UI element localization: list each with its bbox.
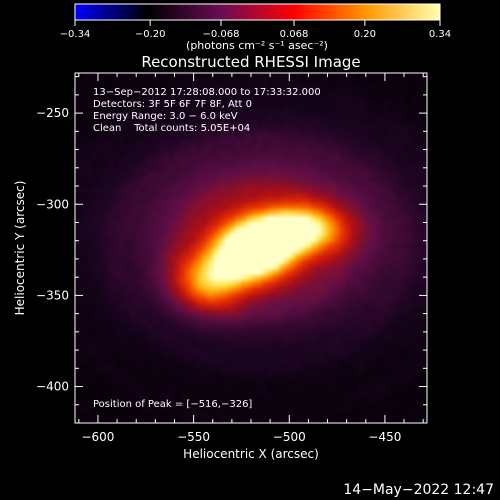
y-tick-label: −300 (36, 197, 69, 211)
colorbar-ticks: −0.34 −0.20 −0.068 0.068 0.20 0.34 (60, 20, 451, 40)
colorbar-tick-label: −0.20 (135, 29, 166, 40)
y-tick-label: −350 (36, 288, 69, 302)
chart-title: Reconstructed RHESSI Image (141, 53, 360, 71)
annotation-detectors: Detectors: 3F 5F 6F 7F 8F, Att 0 (93, 99, 252, 110)
y-tick-label: −400 (36, 380, 69, 394)
x-tick-label: −500 (273, 430, 306, 444)
colorbar-tick-label: 0.34 (429, 29, 451, 40)
y-tick-label: −250 (36, 106, 69, 120)
colorbar-tick-label: −0.34 (60, 29, 91, 40)
x-tick-label: −600 (81, 430, 114, 444)
annotation-time-range: 13−Sep−2012 17:28:08.000 to 17:33:32.000 (93, 87, 321, 98)
colorbar-tick-label: −0.068 (202, 29, 239, 40)
x-axis-label: Heliocentric X (arcsec) (183, 447, 319, 461)
colorbar: −0.34 −0.20 −0.068 0.068 0.20 0.34 (photons c… (60, 3, 451, 52)
annotation-energy-range: Energy Range: 3.0 − 6.0 keV (93, 111, 238, 122)
x-axis-ticks: −600 −550 −500 −450 (78, 73, 424, 444)
colorbar-tick-label: 0.20 (354, 29, 376, 40)
timestamp: 14−May−2022 12:47 (343, 482, 494, 498)
x-tick-label: −450 (368, 430, 401, 444)
peak-position-label: Position of Peak = [−516,−326] (93, 399, 252, 410)
x-tick-label: −550 (177, 430, 210, 444)
heatmap-raster (75, 73, 427, 423)
y-axis-ticks: −250 −300 −350 −400 (36, 76, 427, 406)
annotation-block: 13−Sep−2012 17:28:08.000 to 17:33:32.000… (93, 87, 321, 134)
annotation-total-counts: Clean Total counts: 5.05E+04 (93, 123, 250, 134)
y-axis-label: Heliocentric Y (arcsec) (13, 181, 27, 316)
heatmap-image (75, 73, 427, 423)
colorbar-units: (photons cm⁻² s⁻¹ asec⁻²) (186, 39, 328, 52)
colorbar-fill (74, 3, 441, 21)
colorbar-tick-label: 0.068 (280, 29, 309, 40)
